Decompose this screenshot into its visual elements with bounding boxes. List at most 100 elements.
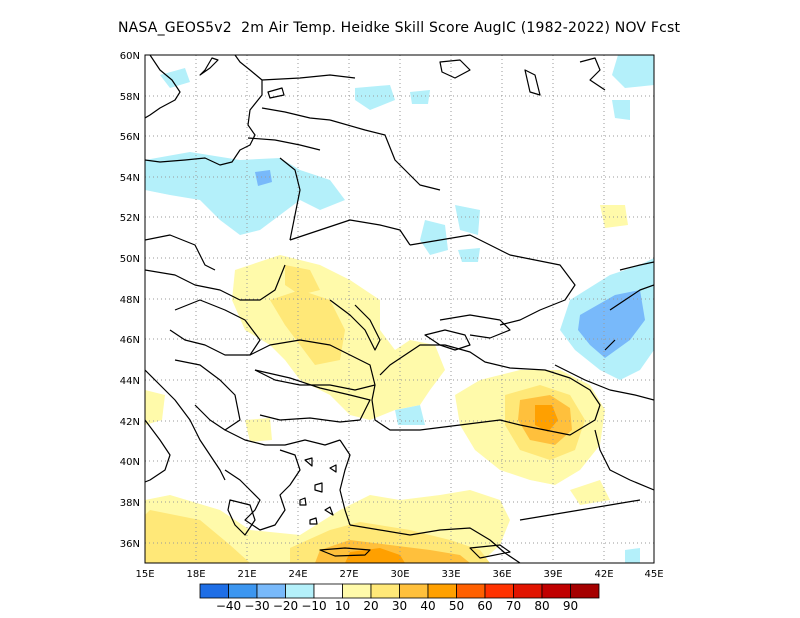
lat-label: 40N	[120, 457, 140, 468]
turkey-south	[349, 524, 521, 563]
colorbar-swatch	[513, 583, 543, 599]
skill-neg20-patch-east	[578, 290, 645, 358]
azov-coast	[439, 314, 511, 339]
colorbar-label: 30	[392, 599, 407, 613]
aegean-island-5	[329, 464, 337, 473]
skill-40-patch-east	[535, 405, 558, 432]
lat-label: 38N	[120, 498, 140, 509]
hungary	[169, 299, 261, 356]
lat-label: 42N	[120, 417, 140, 428]
lat-label: 36N	[120, 539, 140, 550]
belarus-west	[279, 157, 301, 241]
saaremaa	[267, 87, 285, 99]
belarus-russia-border	[329, 119, 441, 191]
bulgaria	[254, 369, 371, 423]
colorbar-label: −40	[216, 599, 241, 613]
turkey-east-border	[594, 429, 654, 491]
lon-label: 42E	[594, 569, 613, 580]
aegean-island-6	[304, 457, 313, 467]
skill-10-patch-se2	[570, 480, 610, 505]
colorbar-swatch	[399, 583, 429, 599]
colorbar-swatch	[541, 583, 571, 599]
colorbar-label: 80	[534, 599, 549, 613]
colorbar-label: 60	[477, 599, 492, 613]
skill-neg10-patch-center3	[458, 248, 480, 262]
skill-neg10-patch-north2	[410, 90, 430, 104]
ukraine-russia-border	[409, 234, 576, 326]
skill-20-patch-central	[270, 290, 345, 365]
skill-10-patch-west	[145, 390, 165, 425]
colorbar-swatch	[570, 583, 600, 599]
estonia-latvia-border	[261, 107, 331, 121]
crete	[319, 547, 371, 557]
skill-neg10-patch-center	[420, 220, 448, 255]
lat-label: 56N	[120, 132, 140, 143]
lat-label: 58N	[120, 92, 140, 103]
skill-neg10-patch-nw	[145, 152, 345, 235]
aegean-island-1	[299, 497, 307, 506]
colorbar-label: −20	[273, 599, 298, 613]
lon-label: 24E	[288, 569, 307, 580]
black-sea-coast	[371, 344, 601, 436]
plot-frame	[144, 54, 655, 564]
gotland	[199, 57, 219, 76]
colorbar-swatch	[285, 583, 315, 599]
baltic-east-coast	[145, 55, 263, 166]
skill-40-patch-south	[345, 548, 405, 563]
skill-neg10-patch-se	[625, 548, 640, 563]
turkey-aegean	[339, 439, 351, 526]
skill-neg10-patch-center2	[455, 205, 480, 235]
lon-label: 21E	[237, 569, 256, 580]
shaded-regions	[145, 55, 654, 563]
lat-label: 52N	[120, 213, 140, 224]
coastlines-borders	[145, 55, 654, 563]
turkey-syria-border	[519, 499, 641, 521]
lon-label: 36E	[492, 569, 511, 580]
lat-axis-labels: 60N 58N 56N 54N 52N 50N 48N 46N 44N 42N …	[120, 51, 140, 550]
adriatic-coast	[145, 369, 226, 481]
skill-10-patch-mid	[245, 418, 272, 442]
colorbar-label: −10	[301, 599, 326, 613]
lon-label: 27E	[339, 569, 358, 580]
lon-label: 30E	[390, 569, 409, 580]
colorbar-swatch	[228, 583, 258, 599]
lat-label: 46N	[120, 335, 140, 346]
lon-label: 15E	[135, 569, 154, 580]
lat-label: 60N	[120, 51, 140, 62]
lake-onega	[524, 69, 541, 96]
lake-ladoga	[439, 59, 471, 79]
colorbar-label: 70	[506, 599, 521, 613]
colorbar-label: 40	[420, 599, 435, 613]
lon-label: 33E	[441, 569, 460, 580]
caspian-coast	[604, 261, 654, 351]
czech-slovakia	[145, 264, 286, 301]
skill-neg10-patch-ne	[612, 55, 654, 88]
colorbar-swatch	[427, 583, 457, 599]
greece-mainland	[224, 449, 301, 531]
skill-20-patch-south	[145, 510, 250, 563]
crimea	[424, 329, 471, 351]
colorbar-swatch	[342, 583, 372, 599]
colorbar: −40 −30 −20 −10 10 20 30 40 50 60 70 80 90	[199, 583, 600, 613]
lat-label: 54N	[120, 173, 140, 184]
skill-neg10-patch-ne2	[612, 100, 630, 120]
skill-neg10-patch-north	[355, 85, 395, 110]
skill-neg20-dot-north	[255, 170, 272, 186]
poland-west	[145, 234, 216, 271]
greece-north	[224, 429, 341, 446]
colorbar-swatch	[370, 583, 400, 599]
aegean-island-4	[309, 517, 318, 525]
serbia-region	[174, 359, 241, 431]
italy-heel	[145, 419, 171, 483]
colorbar-swatch	[484, 583, 514, 599]
scandinavia-coast	[145, 55, 181, 119]
lat-label: 50N	[120, 254, 140, 265]
colorbar-label: 90	[563, 599, 578, 613]
lon-label: 39E	[543, 569, 562, 580]
belarus-south	[289, 219, 411, 246]
aegean-island-3	[324, 506, 334, 516]
colorbar-swatch	[313, 583, 343, 599]
colorbar-swatch	[199, 583, 229, 599]
skill-neg10-patch-bs	[395, 405, 425, 425]
lon-label: 45E	[644, 569, 663, 580]
